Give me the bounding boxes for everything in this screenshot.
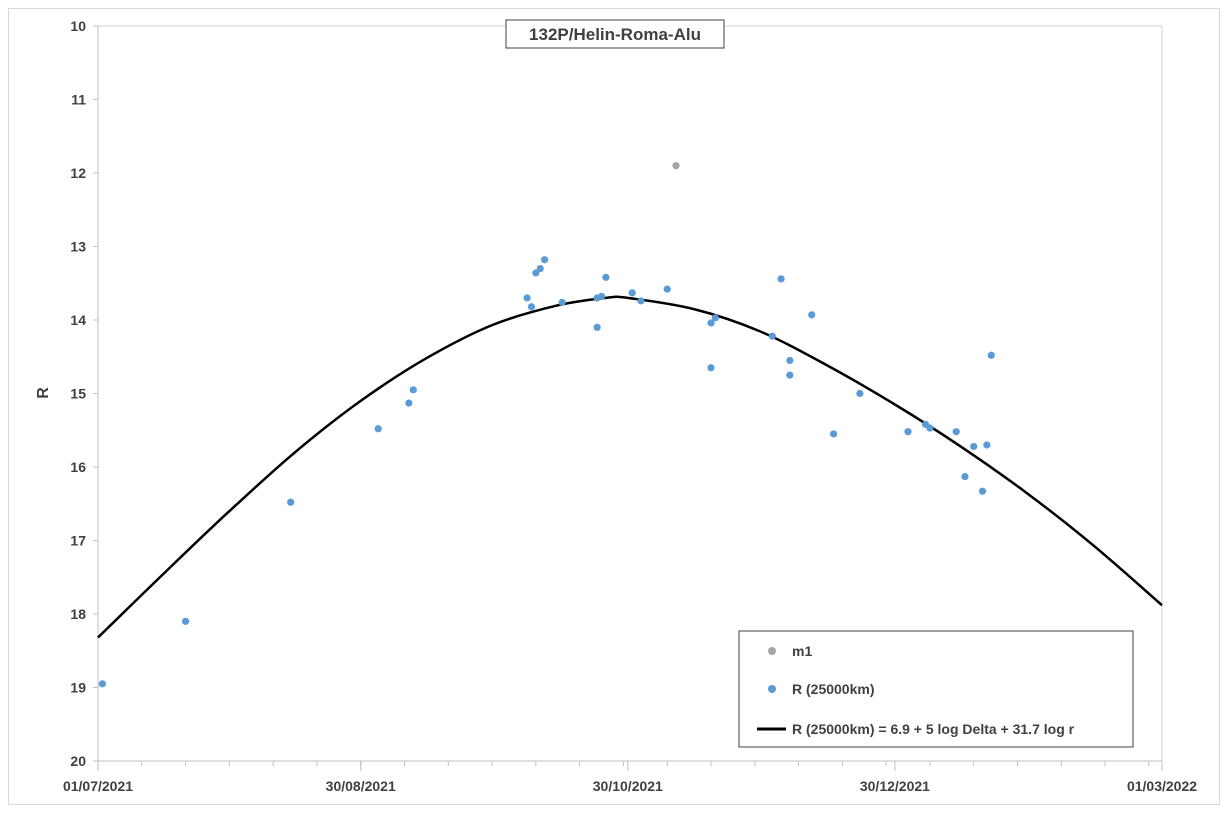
y-tick-label: 19 — [70, 680, 86, 696]
r-data-point — [663, 285, 671, 293]
r-data-point — [707, 319, 715, 327]
r-data-point — [409, 386, 417, 394]
r-data-point — [786, 356, 794, 365]
m1-data-point — [672, 162, 680, 170]
r-data-point — [970, 442, 978, 451]
r-data-point — [961, 472, 969, 481]
r-data-point — [597, 292, 606, 301]
r-data-point — [287, 498, 295, 506]
x-tick-label: 01/07/2021 — [63, 778, 133, 794]
r-data-point — [904, 428, 912, 436]
r-data-point — [637, 297, 645, 305]
x-tick-label: 01/03/2022 — [1127, 778, 1197, 794]
chart-frame — [8, 8, 1220, 805]
x-tick-label: 30/12/2021 — [860, 778, 930, 794]
legend-m1-label: m1 — [792, 643, 812, 659]
r-data-point — [978, 487, 987, 495]
r-data-point — [987, 351, 995, 359]
legend: m1 R (25000km) R (25000km) = 6.9 + 5 log… — [738, 630, 1134, 748]
r-data-point — [527, 303, 536, 311]
r-data-point — [808, 311, 816, 319]
r-data-point — [711, 314, 719, 322]
y-tick-label: 11 — [71, 92, 86, 108]
y-tick-label: 16 — [70, 459, 86, 475]
chart-title: 132P/Helin-Roma-Alu — [529, 25, 701, 44]
y-tick-label: 13 — [70, 239, 86, 255]
chart-title-box: 132P/Helin-Roma-Alu — [505, 19, 725, 49]
legend-r-marker — [768, 685, 776, 693]
r-data-point — [983, 441, 991, 449]
axes: 10 11 12 13 14 15 16 17 18 19 20 01/07/2021 30/08/20… — [63, 18, 1197, 794]
r-data-point — [768, 332, 776, 340]
x-tick-label: 30/08/2021 — [326, 778, 396, 794]
y-tick-label: 12 — [70, 165, 86, 181]
legend-fit-label: R (25000km) = 6.9 + 5 log Delta + 31.7 l… — [792, 721, 1075, 737]
fit-line — [97, 295, 1163, 639]
legend-box — [738, 630, 1134, 748]
points-layer — [98, 162, 995, 688]
r-data-point — [558, 298, 566, 306]
x-tick-label: 30/10/2021 — [593, 778, 663, 794]
y-tick-label: 14 — [70, 312, 86, 328]
r-data-point — [777, 275, 785, 283]
y-tick-label: 10 — [70, 18, 86, 34]
r-data-point — [523, 294, 531, 302]
r-data-point — [786, 371, 794, 379]
r-data-point — [628, 289, 636, 297]
r-data-point — [374, 425, 382, 433]
r-data-point — [856, 389, 864, 398]
r-data-point — [926, 424, 934, 432]
y-tick-label: 15 — [70, 386, 86, 402]
title-frame — [505, 19, 725, 49]
y-tick-label: 17 — [70, 533, 86, 549]
r-data-point — [541, 256, 549, 264]
legend-r-label: R (25000km) — [792, 681, 875, 697]
r-data-point — [830, 430, 838, 438]
legend-m1-marker — [768, 647, 776, 655]
r-data-point — [593, 323, 601, 331]
y-axis-title: R — [35, 387, 52, 399]
r-data-point — [707, 364, 715, 372]
r-data-point — [532, 269, 540, 277]
r-data-point — [536, 264, 544, 273]
r-data-point — [602, 273, 610, 281]
r-data-point — [98, 680, 106, 688]
y-tick-label: 20 — [70, 753, 86, 769]
y-tick-label: 18 — [70, 606, 86, 622]
r-data-point — [181, 617, 190, 625]
fit-line-layer — [97, 295, 1163, 639]
r-data-point — [405, 399, 413, 407]
r-data-point — [952, 428, 960, 436]
